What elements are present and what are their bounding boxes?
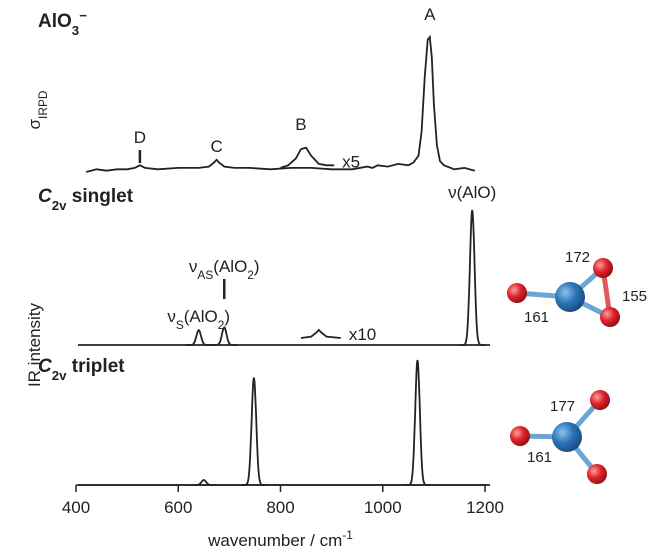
x-tick-label: 800 xyxy=(266,498,294,517)
bond-label: 161 xyxy=(524,309,549,326)
zoom-trace xyxy=(301,330,341,338)
peak-label: ν(AlO) xyxy=(448,183,496,202)
figure: 172 155 161 177 161 AlO3− σIRPD x5 A B C D C2v … xyxy=(0,0,654,550)
bond-label: 155 xyxy=(622,288,647,305)
x-tick-label: 600 xyxy=(164,498,192,517)
peak-label: A xyxy=(424,5,436,24)
text-part: D xyxy=(134,128,146,147)
peak-label: D xyxy=(134,128,146,147)
peak xyxy=(186,330,212,345)
structure-singlet: 172 155 161 xyxy=(507,249,647,327)
text-part: B xyxy=(295,115,306,134)
panel-title: C2v singlet xyxy=(38,186,134,213)
text-part: S xyxy=(176,318,184,332)
bond-label: 177 xyxy=(550,398,575,415)
panel-title: C2v triplet xyxy=(38,356,125,383)
bond-label: 172 xyxy=(565,249,590,266)
bond-label: 161 xyxy=(527,449,552,466)
peak-label: νS(AlO2) xyxy=(167,307,230,332)
peak xyxy=(459,210,485,345)
zoom-label: x10 xyxy=(349,325,376,344)
text-part: IRPD xyxy=(36,90,50,119)
text-part: AS xyxy=(197,268,213,282)
structure-triplet: 177 161 xyxy=(510,390,610,484)
peak xyxy=(405,360,431,485)
peak-label: B xyxy=(295,115,306,134)
text-part: ) xyxy=(254,257,260,276)
peak-label: νAS(AlO2) xyxy=(189,257,260,282)
text-part: ν(AlO) xyxy=(448,183,496,202)
text-part: AlO xyxy=(38,11,72,32)
y-axis-label: σIRPD xyxy=(25,90,50,129)
panel-title: AlO3− xyxy=(38,8,87,38)
text-part: ) xyxy=(224,307,230,326)
text-part: 2v xyxy=(52,368,67,383)
text-part: 3 xyxy=(72,23,79,38)
peak xyxy=(241,378,267,486)
text-part: ν xyxy=(189,257,198,276)
text-part: triplet xyxy=(67,356,126,377)
text-part: (AlO xyxy=(184,307,218,326)
text-part: ν xyxy=(167,307,176,326)
text-part: 2v xyxy=(52,198,67,213)
text-part: σ xyxy=(25,118,44,129)
text-part: singlet xyxy=(67,186,134,207)
text-part: C xyxy=(38,356,52,377)
text-part: -1 xyxy=(342,528,353,542)
spectrum-line xyxy=(86,37,475,172)
x-tick-label: 1000 xyxy=(364,498,402,517)
x-tick-label: 1200 xyxy=(466,498,504,517)
x-tick-label: 400 xyxy=(62,498,90,517)
text-part: A xyxy=(424,5,436,24)
text-part: − xyxy=(79,8,87,23)
text-part: C xyxy=(38,186,52,207)
x-axis-label: wavenumber / cm-1 xyxy=(207,528,353,550)
zoom-label: x5 xyxy=(342,152,360,171)
peak-label: C xyxy=(210,137,222,156)
zoom-trace xyxy=(281,148,335,168)
text-part: (AlO xyxy=(213,257,247,276)
text-part: wavenumber / cm xyxy=(207,531,342,550)
text-part: C xyxy=(210,137,222,156)
